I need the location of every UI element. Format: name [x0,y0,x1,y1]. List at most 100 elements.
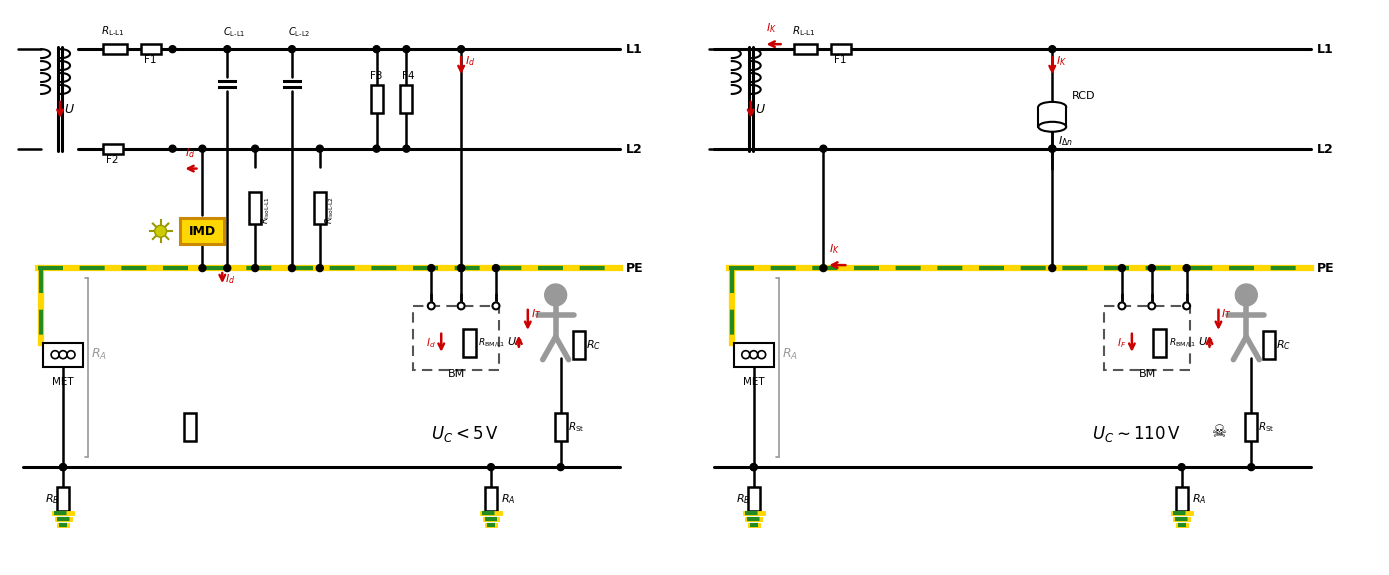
Circle shape [1049,145,1056,152]
Text: $R_{\mathrm{IsoL\text{-}L1}}$: $R_{\mathrm{IsoL\text{-}L1}}$ [260,197,272,224]
Bar [103,144,122,154]
Text: L1: L1 [1317,43,1333,56]
Ellipse shape [1039,122,1067,132]
Text: $U_C < 5\,\mathrm{V}$: $U_C < 5\,\mathrm{V}$ [431,424,499,444]
Circle shape [1118,264,1125,271]
Text: $R_{\mathrm{IsoL\text{-}L2}}$: $R_{\mathrm{IsoL\text{-}L2}}$ [324,197,336,224]
Bar [57,487,69,511]
Circle shape [199,145,206,152]
Bar [793,44,817,54]
Bar [314,193,326,224]
Circle shape [457,45,464,53]
Text: $R_B$: $R_B$ [736,492,750,506]
Circle shape [1049,145,1056,152]
FancyBboxPatch shape [1103,306,1190,370]
Text: $U_C \sim 110\,\mathrm{V}$: $U_C \sim 110\,\mathrm{V}$ [1092,424,1181,444]
Text: RCD: RCD [1072,91,1096,101]
Circle shape [488,463,494,470]
Circle shape [1183,302,1190,309]
Circle shape [251,145,258,152]
Circle shape [317,264,324,271]
Circle shape [317,145,324,152]
Text: $C_{\mathrm{L\text{-}L1}}$: $C_{\mathrm{L\text{-}L1}}$ [224,25,246,39]
Text: $R_{\mathrm{L\text{-}L1}}$: $R_{\mathrm{L\text{-}L1}}$ [101,24,125,38]
Circle shape [1178,463,1185,470]
Text: $R_A$: $R_A$ [782,347,797,362]
Text: MET: MET [53,377,74,386]
Text: $I_F$: $I_F$ [1117,336,1126,350]
Circle shape [289,45,296,53]
Text: $I_d$: $I_d$ [225,272,236,286]
Circle shape [224,264,231,271]
Text: PE: PE [626,262,644,275]
Circle shape [403,45,410,53]
Circle shape [199,264,206,271]
Text: $I_{\Delta n}$: $I_{\Delta n}$ [1058,135,1074,148]
Text: $U$: $U$ [754,103,765,116]
Circle shape [557,463,564,470]
Text: $I_K$: $I_K$ [765,21,776,35]
Bar [733,343,774,367]
Text: L2: L2 [1317,143,1333,156]
Circle shape [457,264,464,271]
Text: MET: MET [743,377,764,386]
Text: $I_d$: $I_d$ [465,54,475,68]
Circle shape [403,145,410,152]
Bar [747,487,760,511]
Text: PE: PE [1317,262,1335,275]
Bar [1263,331,1275,359]
Circle shape [1049,264,1056,271]
Ellipse shape [1039,102,1067,112]
Bar [485,487,497,511]
Circle shape [1183,264,1190,271]
Text: L1: L1 [626,43,643,56]
Text: $R_{\mathrm{L\text{-}L1}}$: $R_{\mathrm{L\text{-}L1}}$ [792,24,815,38]
Text: $R_{\mathrm{BM/L1}}$: $R_{\mathrm{BM/L1}}$ [478,336,506,349]
Bar [1175,487,1188,511]
Circle shape [1247,463,1254,470]
Bar [400,85,413,113]
Text: $C_{\mathrm{L\text{-}L2}}$: $C_{\mathrm{L\text{-}L2}}$ [288,25,310,39]
Text: $R_A$: $R_A$ [501,492,515,506]
Text: $I_K$: $I_K$ [1056,54,1067,68]
Text: $I_K$: $I_K$ [829,242,840,256]
Circle shape [60,463,67,470]
Text: $I_T$: $I_T$ [1221,307,1232,321]
Text: IMD: IMD [189,225,215,238]
Bar [249,193,261,224]
Circle shape [428,264,435,271]
Circle shape [1149,264,1156,271]
Text: $I_T$: $I_T$ [531,307,542,321]
Circle shape [224,45,231,53]
Text: $R_A$: $R_A$ [1192,492,1206,506]
Text: F4: F4 [403,71,415,81]
Text: F2: F2 [106,155,118,164]
Circle shape [169,45,176,53]
Text: L2: L2 [626,143,643,156]
Circle shape [820,264,826,271]
Text: $R_A$: $R_A$ [90,347,107,362]
Circle shape [1118,302,1125,309]
Circle shape [169,145,176,152]
Circle shape [1235,284,1257,306]
Bar [140,44,161,54]
FancyBboxPatch shape [181,218,224,244]
Text: F1: F1 [835,55,847,65]
Bar [1153,329,1167,356]
Bar [1039,107,1067,126]
Bar [554,413,567,441]
Text: $R_{\mathrm{St}}$: $R_{\mathrm{St}}$ [568,420,585,434]
Text: $R_C$: $R_C$ [1276,338,1292,352]
Circle shape [457,264,464,271]
Text: $R_{\mathrm{St}}$: $R_{\mathrm{St}}$ [1258,420,1275,434]
Circle shape [428,302,435,309]
Text: F3: F3 [369,71,382,81]
Text: BM: BM [449,369,465,378]
Bar [463,329,475,356]
Circle shape [374,45,381,53]
Bar [832,44,851,54]
Circle shape [1049,45,1056,53]
Circle shape [493,264,500,271]
Text: $R_C$: $R_C$ [586,338,600,352]
Bar [43,343,83,367]
